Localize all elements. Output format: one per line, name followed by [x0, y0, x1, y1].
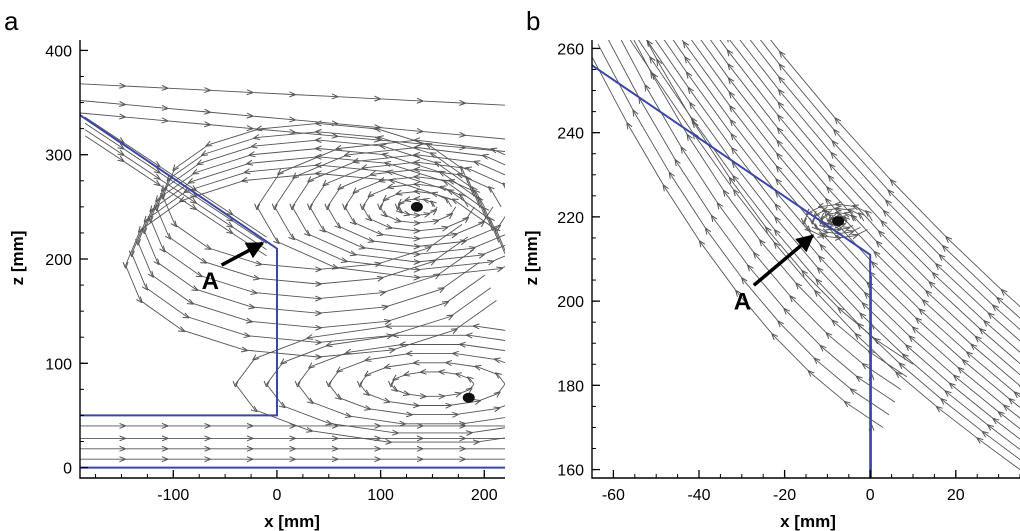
- panel-a-frame: [79, 40, 505, 479]
- flow-streamline: [603, 40, 1020, 440]
- vortex-core: [462, 392, 475, 403]
- y-tick-label: 260: [557, 41, 584, 58]
- annotation-label: A: [202, 268, 219, 295]
- y-tick-label: 220: [557, 210, 584, 227]
- vortex-core: [410, 201, 423, 212]
- panel-a-annotation: A: [202, 241, 265, 295]
- panel-a-streamlines: [80, 84, 505, 459]
- freestream-line: [80, 84, 505, 105]
- x-tick-label: 0: [272, 487, 281, 504]
- annotation-arrow: [220, 241, 265, 267]
- wall-outline: [79, 114, 278, 417]
- x-tick-label: -60: [602, 487, 625, 504]
- y-tick-label: 160: [557, 463, 584, 480]
- x-tick-label: 0: [866, 487, 875, 504]
- panel-b-ylabel: z [mm]: [522, 231, 541, 286]
- panel-b-streamlines: [567, 40, 1020, 478]
- x-tick-label: 200: [471, 487, 498, 504]
- lower-vortex-streamline: [360, 363, 505, 406]
- freestream-line: [80, 100, 505, 140]
- lower-vortex-streamline: [267, 335, 505, 433]
- panel-b-vortex-cores: [832, 216, 845, 227]
- panel-b-wall: [591, 64, 872, 478]
- flow-streamline: [577, 40, 1020, 417]
- near-wall-streamline: [646, 40, 914, 365]
- lower-vortex-streamline: [391, 372, 475, 396]
- annotation-arrow: [752, 234, 815, 287]
- y-tick-label: 200: [45, 252, 72, 269]
- flow-streamline: [629, 40, 1020, 470]
- recirculation-streamline: [157, 132, 481, 284]
- lower-vortex-streamline: [298, 345, 505, 424]
- y-tick-label: 0: [63, 461, 72, 478]
- panel-b-axes: -60 -40 -20 0 20 160 180 200 220 240 260: [557, 40, 1020, 504]
- panel-b-xlabel: x [mm]: [780, 512, 836, 531]
- y-tick-label: 200: [557, 294, 584, 311]
- y-tick-label: 180: [557, 378, 584, 395]
- annotation-label: A: [734, 288, 751, 315]
- panel-a-vortex-cores: [410, 201, 475, 403]
- slope-streamline: [84, 129, 267, 250]
- freestream-line: [80, 112, 505, 152]
- panel-a-xlabel: x [mm]: [264, 512, 320, 531]
- flow-streamline: [585, 40, 1020, 427]
- vortex-core: [832, 216, 845, 227]
- core-streamline: [804, 204, 873, 238]
- panel-a-label: a: [4, 6, 19, 36]
- near-wall-streamline: [607, 40, 896, 403]
- recirculation-streamline: [138, 157, 500, 328]
- x-tick-label: -20: [773, 487, 796, 504]
- panel-b-annotation: A: [734, 234, 815, 315]
- panel-a: a -100 0 100 200 0 100 200 300 400 x [mm] z [mm]…: [4, 6, 505, 531]
- x-tick-label: -40: [687, 487, 710, 504]
- flow-streamline: [599, 40, 1020, 430]
- panel-b-label: b: [526, 6, 540, 36]
- slope-streamline: [84, 135, 267, 257]
- y-tick-label: 100: [45, 356, 72, 373]
- flow-streamline: [567, 40, 1020, 401]
- x-tick-label: 100: [367, 487, 394, 504]
- near-wall-streamline: [592, 56, 884, 428]
- lower-vortex-streamline: [236, 326, 505, 442]
- flow-streamline: [637, 40, 1020, 461]
- flow-streamline: [581, 40, 1020, 422]
- wall-outline: [591, 64, 872, 478]
- x-tick-label: -100: [157, 487, 189, 504]
- panel-a-wall: [79, 114, 505, 469]
- flow-streamline: [595, 40, 1020, 419]
- y-tick-label: 300: [45, 148, 72, 165]
- panel-a-axes: -100 0 100 200 0 100 200 300 400: [45, 40, 505, 504]
- x-tick-label: 20: [947, 487, 965, 504]
- panel-b-frame: [591, 40, 1020, 479]
- panel-a-ylabel: z [mm]: [8, 231, 27, 286]
- recirculation-streamline: [163, 123, 475, 269]
- y-tick-label: 400: [45, 43, 72, 60]
- flow-streamline: [588, 40, 1020, 432]
- y-tick-label: 240: [557, 126, 584, 143]
